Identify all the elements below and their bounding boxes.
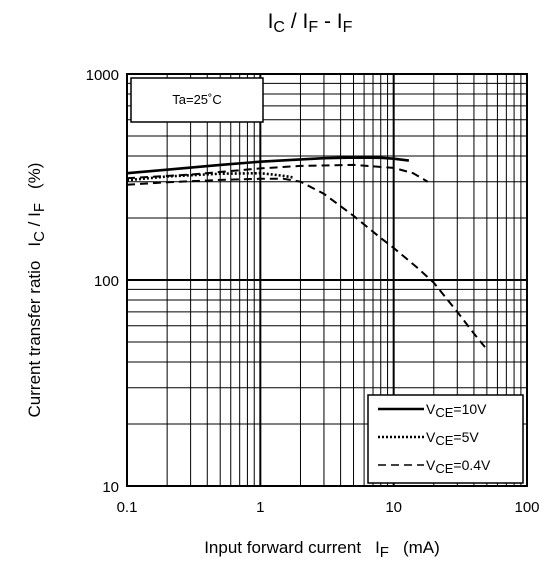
condition-box [130, 77, 264, 123]
chart-title: IC / IF - IF [268, 10, 353, 36]
y-axis-label: Current transfer ratioIC / IF(%) [25, 163, 48, 418]
plot-frame [126, 73, 528, 487]
x-tick-label: 10 [385, 499, 402, 516]
y-tick-label: 100 [94, 273, 119, 290]
condition-label: Ta=25˚C [172, 92, 222, 107]
x-tick-label: 0.1 [117, 499, 138, 516]
legend-label-0-4v: VCE=0.4V [426, 457, 491, 476]
x-tick-label: 100 [514, 499, 539, 516]
legend-label-5v: VCE=5V [426, 429, 479, 448]
x-axis-label: Input forward current IF (mA) [204, 538, 440, 561]
series-line-dotted-1 [126, 171, 295, 182]
series-line-dashed-3 [126, 163, 429, 183]
tick-labels: 0.1 1 10 100 10 100 1000 [86, 67, 540, 516]
x-tick-label: 1 [256, 499, 264, 516]
y-tick-label: 10 [102, 479, 119, 496]
y-tick-label: 1000 [86, 67, 119, 84]
series-line-solid-0 [126, 156, 410, 175]
legend: VCE=10V VCE=5V VCE=0.4V [367, 394, 524, 484]
curves [126, 156, 488, 351]
legend-label-10v: VCE=10V [426, 401, 487, 420]
series-line-dashed-2 [126, 177, 488, 351]
